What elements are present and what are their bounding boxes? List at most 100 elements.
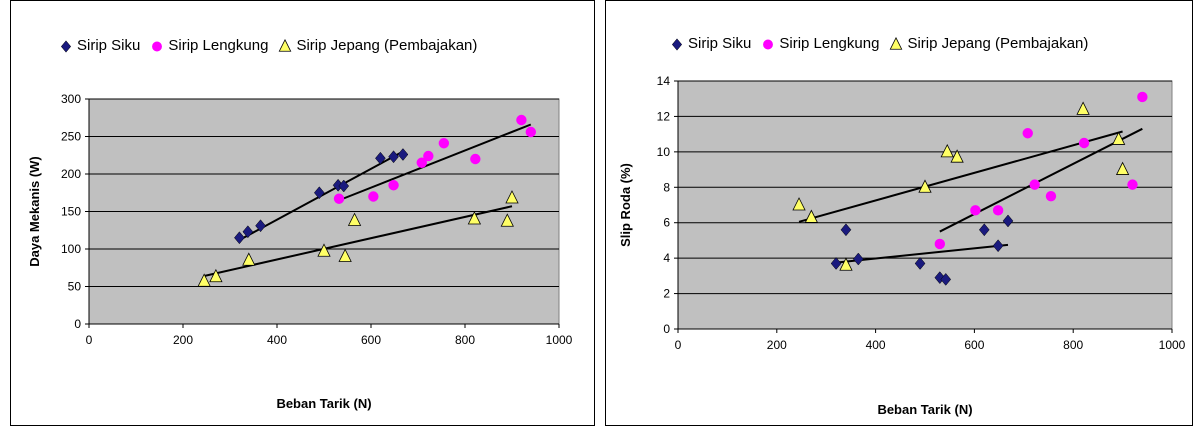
point-sirip-jepang-pembajakan <box>792 197 806 211</box>
point-sirip-siku <box>978 223 990 237</box>
point-sirip-jepang-pembajakan <box>505 190 519 204</box>
point-sirip-lengkung <box>416 157 427 168</box>
y-tick-label: 50 <box>68 280 82 294</box>
legend-item-sirip-jepang-pembajakan: Sirip Jepang (Pembajakan) <box>278 37 477 54</box>
x-tick-label: 1000 <box>546 333 573 347</box>
point-sirip-jepang-pembajakan <box>1115 161 1130 175</box>
trendline-sirip-lengkung <box>338 123 532 202</box>
y-tick-label: 250 <box>61 130 81 144</box>
legend-label: Sirip Lengkung <box>779 35 880 52</box>
y-tick-label: 14 <box>657 74 671 88</box>
x-tick-label: 600 <box>361 333 381 347</box>
point-sirip-siku <box>840 223 852 237</box>
legend-item-sirip-jepang-pembajakan: Sirip Jepang (Pembajakan) <box>889 35 1088 52</box>
point-sirip-siku <box>338 179 350 193</box>
point-sirip-jepang-pembajakan <box>1076 101 1090 115</box>
point-sirip-siku <box>313 186 325 200</box>
point-sirip-jepang-pembajakan <box>209 268 223 283</box>
point-sirip-jepang-pembajakan <box>242 252 256 266</box>
point-sirip-siku <box>397 148 409 161</box>
legend-label: Sirip Siku <box>688 35 752 52</box>
point-sirip-lengkung <box>992 205 1004 216</box>
y-tick-label: 12 <box>657 109 671 123</box>
x-tick-label: 0 <box>675 338 682 352</box>
legend-marker-triangle-icon <box>279 38 292 52</box>
y-tick-label: 6 <box>663 216 670 230</box>
x-axis-title: Beban Tarik (N) <box>276 396 371 411</box>
point-sirip-lengkung <box>368 191 379 202</box>
point-sirip-siku <box>1002 214 1014 228</box>
point-sirip-siku <box>852 252 864 266</box>
legend-label: Sirip Lengkung <box>168 37 269 54</box>
legend-marker-circle-icon <box>763 39 774 49</box>
point-sirip-jepang-pembajakan <box>839 257 853 271</box>
y-tick-label: 100 <box>61 242 81 256</box>
point-sirip-jepang-pembajakan <box>918 179 932 193</box>
legend-right: Sirip Siku Sirip Lengkung Sirip Jepang (Pe… <box>670 35 1098 52</box>
plot-area <box>677 80 1173 330</box>
x-tick-label: 800 <box>455 333 475 347</box>
point-sirip-lengkung <box>516 114 527 126</box>
point-sirip-lengkung <box>525 126 536 138</box>
point-sirip-siku <box>914 257 926 270</box>
x-tick-label: 200 <box>173 333 193 347</box>
legend-item-sirip-siku: Sirip Siku <box>59 37 140 54</box>
legend-label: Sirip Jepang (Pembajakan) <box>907 35 1089 52</box>
point-sirip-jepang-pembajakan <box>950 149 964 163</box>
point-sirip-siku <box>255 219 266 233</box>
x-tick-label: 400 <box>866 338 886 352</box>
point-sirip-lengkung <box>423 150 434 162</box>
point-sirip-lengkung <box>934 238 946 250</box>
trendline-sirip-jepang-pembajakan <box>203 205 513 277</box>
point-sirip-siku <box>375 151 386 165</box>
point-sirip-jepang-pembajakan <box>1112 131 1126 145</box>
point-sirip-jepang-pembajakan <box>804 209 819 223</box>
trendline-sirip-jepang-pembajakan <box>798 130 1123 223</box>
point-sirip-jepang-pembajakan <box>500 213 514 227</box>
point-sirip-jepang-pembajakan <box>467 211 482 225</box>
point-sirip-lengkung <box>1022 128 1033 139</box>
y-tick-label: 0 <box>663 322 670 336</box>
x-tick-label: 1000 <box>1159 338 1186 352</box>
y-tick-label: 4 <box>663 251 670 265</box>
point-sirip-lengkung <box>388 180 399 191</box>
legend-label: Sirip Siku <box>77 37 141 54</box>
point-sirip-siku <box>940 273 952 286</box>
y-tick-label: 150 <box>61 205 81 219</box>
legend-left: Sirip Siku Sirip Lengkung Sirip Jepang (Pe… <box>59 37 487 54</box>
x-tick-label: 600 <box>964 338 984 352</box>
point-sirip-lengkung <box>438 138 450 149</box>
point-sirip-lengkung <box>1029 179 1040 190</box>
point-sirip-siku <box>388 150 399 164</box>
legend-item-sirip-lengkung: Sirip Lengkung <box>761 35 879 52</box>
point-sirip-jepang-pembajakan <box>347 212 362 226</box>
legend-marker-triangle-icon <box>890 36 903 50</box>
legend-marker-circle-icon <box>152 41 163 51</box>
chart-right-svg: 0 2 4 6 8 10 12 14 0 200 400 600 800 1000 Beban Tarik … <box>618 74 1186 417</box>
legend-marker-diamond-icon <box>60 39 72 53</box>
point-sirip-lengkung <box>333 193 345 204</box>
legend-marker-diamond-icon <box>671 37 683 51</box>
point-sirip-jepang-pembajakan <box>338 248 352 262</box>
trendline-sirip-siku <box>835 243 1009 264</box>
x-tick-label: 400 <box>267 333 287 347</box>
y-axis-title: Daya Mekanis (W) <box>27 156 42 267</box>
chart-panel-left: 0 50 100 150 200 250 300 0 200 400 600 800 1000 Beban… <box>10 0 595 426</box>
y-tick-label: 2 <box>663 287 670 301</box>
y-tick-label: 10 <box>657 145 671 159</box>
point-sirip-lengkung <box>1078 137 1090 149</box>
point-sirip-jepang-pembajakan <box>317 243 331 257</box>
point-sirip-jepang-pembajakan <box>940 143 954 158</box>
point-sirip-siku <box>830 257 842 270</box>
x-tick-label: 800 <box>1063 338 1083 352</box>
x-tick-label: 200 <box>767 338 787 352</box>
y-tick-label: 0 <box>74 317 81 331</box>
y-tick-label: 300 <box>61 92 81 106</box>
legend-item-sirip-siku: Sirip Siku <box>670 35 751 52</box>
x-axis-title: Beban Tarik (N) <box>877 402 972 417</box>
y-tick-label: 200 <box>61 167 81 181</box>
point-sirip-siku <box>992 239 1004 253</box>
legend-item-sirip-lengkung: Sirip Lengkung <box>150 37 268 54</box>
point-sirip-lengkung <box>1045 190 1057 202</box>
point-sirip-lengkung <box>470 153 481 165</box>
